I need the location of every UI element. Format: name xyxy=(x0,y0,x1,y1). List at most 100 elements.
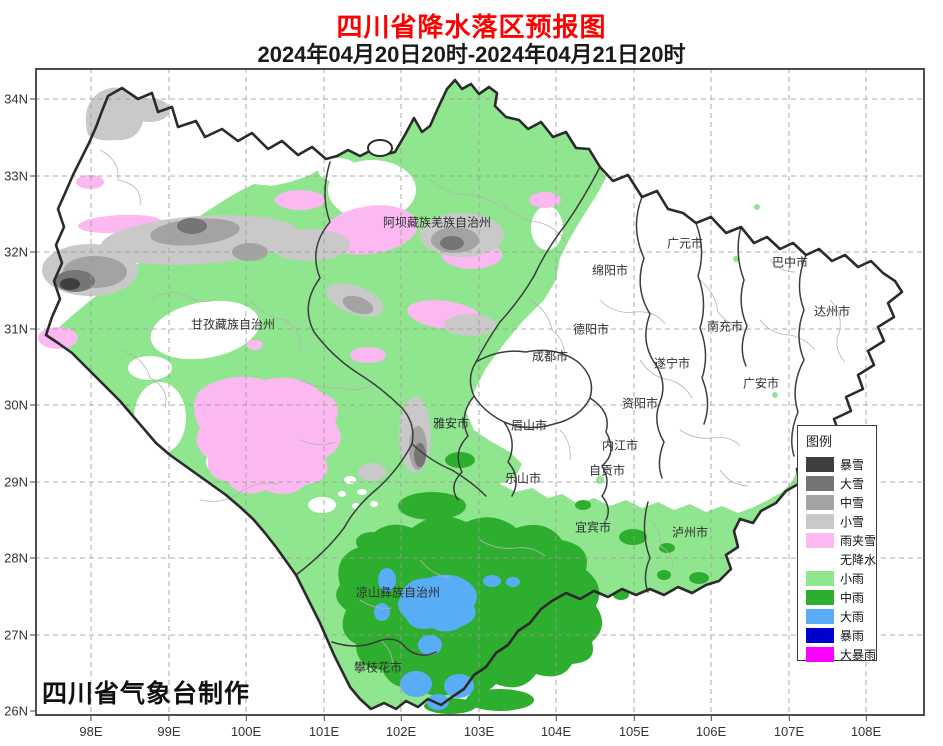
prefecture-boundaries xyxy=(295,161,807,656)
lon-tick-label: 104E xyxy=(540,724,572,739)
lon-tick: 103E xyxy=(464,716,494,739)
lon-tick-label: 98E xyxy=(79,724,103,739)
sleet-region xyxy=(38,175,561,494)
lat-tick: 32N xyxy=(0,245,35,260)
lat-tick-label: 29N xyxy=(4,474,28,490)
lon-tick-label: 106E xyxy=(695,724,727,739)
credit-text: 四川省气象台制作 xyxy=(42,680,251,708)
lat-tick-mark xyxy=(30,328,35,330)
legend-swatch xyxy=(806,533,834,548)
legend-swatch xyxy=(806,552,834,567)
lat-tick-mark xyxy=(30,251,35,253)
legend-item-label: 暴雨 xyxy=(840,629,865,643)
legend-item-label: 大雨 xyxy=(840,610,865,624)
legend-swatch xyxy=(806,590,834,605)
city-label: 雅安市 xyxy=(432,416,470,431)
city-label: 遂宁市 xyxy=(653,356,691,371)
lon-tick-mark xyxy=(478,716,480,721)
legend-item-label: 小雨 xyxy=(840,572,865,586)
lat-tick-label: 26N xyxy=(4,703,28,719)
legend-item: 中雨 xyxy=(806,590,876,605)
city-label: 攀枝花市 xyxy=(353,660,403,675)
legend-item-label: 中雨 xyxy=(840,591,865,605)
lat-tick: 27N xyxy=(0,628,35,643)
city-label: 成都市 xyxy=(531,349,569,364)
legend-swatch xyxy=(806,495,834,510)
city-label: 泸州市 xyxy=(671,525,709,540)
county-boundaries xyxy=(99,149,846,671)
legend-swatch xyxy=(806,628,834,643)
lat-tick: 28N xyxy=(0,551,35,566)
legend-item: 雨夹雪 xyxy=(806,533,876,548)
city-label: 宜宾市 xyxy=(574,520,612,535)
lon-tick-mark xyxy=(245,716,247,721)
lon-tick-label: 107E xyxy=(773,724,805,739)
legend-title: 图例 xyxy=(806,434,833,449)
legend-item: 大雪 xyxy=(806,476,876,491)
lon-tick-mark xyxy=(710,716,712,721)
city-label: 眉山市 xyxy=(510,418,548,433)
legend-item: 暴雨 xyxy=(806,628,876,643)
legend-item: 小雪 xyxy=(806,514,876,529)
city-label: 德阳市 xyxy=(572,322,610,337)
lon-tick: 107E xyxy=(774,716,804,739)
lat-tick-mark xyxy=(30,404,35,406)
lat-tick-label: 31N xyxy=(4,321,28,337)
legend-item: 暴雪 xyxy=(806,457,876,472)
lon-tick: 106E xyxy=(696,716,726,739)
legend-swatch xyxy=(806,514,834,529)
lon-tick-mark xyxy=(323,716,325,721)
lat-tick: 31N xyxy=(0,322,35,337)
lon-tick: 105E xyxy=(619,716,649,739)
legend-swatch xyxy=(806,609,834,624)
city-label: 资阳市 xyxy=(621,396,659,411)
lat-tick: 26N xyxy=(0,704,35,719)
lat-tick-label: 32N xyxy=(4,244,28,260)
city-label: 自贡市 xyxy=(588,463,626,478)
legend-swatch xyxy=(806,571,834,586)
graticule xyxy=(35,68,925,716)
lon-tick-mark xyxy=(555,716,557,721)
blizzard-region xyxy=(60,278,80,290)
lon-tick: 108E xyxy=(851,716,881,739)
page-title: 四川省降水落区预报图 xyxy=(336,12,607,42)
lat-tick-mark xyxy=(30,557,35,559)
lon-tick-label: 101E xyxy=(308,724,340,739)
heavy-rain-region xyxy=(374,568,520,710)
lat-tick-mark xyxy=(30,634,35,636)
lon-tick-label: 108E xyxy=(850,724,882,739)
legend-item-label: 大暴雨 xyxy=(840,648,877,662)
legend-item: 中雪 xyxy=(806,495,876,510)
lon-tick-label: 103E xyxy=(463,724,495,739)
lon-tick: 100E xyxy=(231,716,261,739)
city-label: 绵阳市 xyxy=(591,263,629,278)
precipitation-map xyxy=(35,68,925,716)
city-label: 乐山市 xyxy=(504,471,542,486)
legend-item-label: 雨夹雪 xyxy=(840,534,877,548)
lon-tick-label: 99E xyxy=(157,724,181,739)
lat-tick-mark xyxy=(30,98,35,100)
legend-item: 大雨 xyxy=(806,609,876,624)
legend-swatch xyxy=(806,457,834,472)
lat-tick: 33N xyxy=(0,169,35,184)
lon-tick-mark xyxy=(400,716,402,721)
lon-tick-mark xyxy=(168,716,170,721)
legend-item: 小雨 xyxy=(806,571,876,586)
lon-tick: 99E xyxy=(157,716,181,739)
lon-tick: 98E xyxy=(79,716,103,739)
city-label: 广元市 xyxy=(666,236,704,251)
legend: 图例 暴雪 大雪 中雪 小雪 xyxy=(797,425,877,662)
legend-item-label: 无降水 xyxy=(840,553,877,567)
city-label: 达州市 xyxy=(813,304,851,319)
lon-tick-mark xyxy=(90,716,92,721)
page-subtitle: 2024年04月20日20时-2024年04月21日20时 xyxy=(257,42,686,67)
lat-tick-label: 28N xyxy=(4,550,28,566)
city-label: 凉山彝族自治州 xyxy=(355,585,441,600)
lat-tick: 29N xyxy=(0,475,35,490)
lon-tick-mark xyxy=(865,716,867,721)
lon-tick: 102E xyxy=(386,716,416,739)
city-label: 阿坝藏族羌族自治州 xyxy=(382,215,492,230)
lon-tick-mark xyxy=(633,716,635,721)
lat-tick: 34N xyxy=(0,92,35,107)
